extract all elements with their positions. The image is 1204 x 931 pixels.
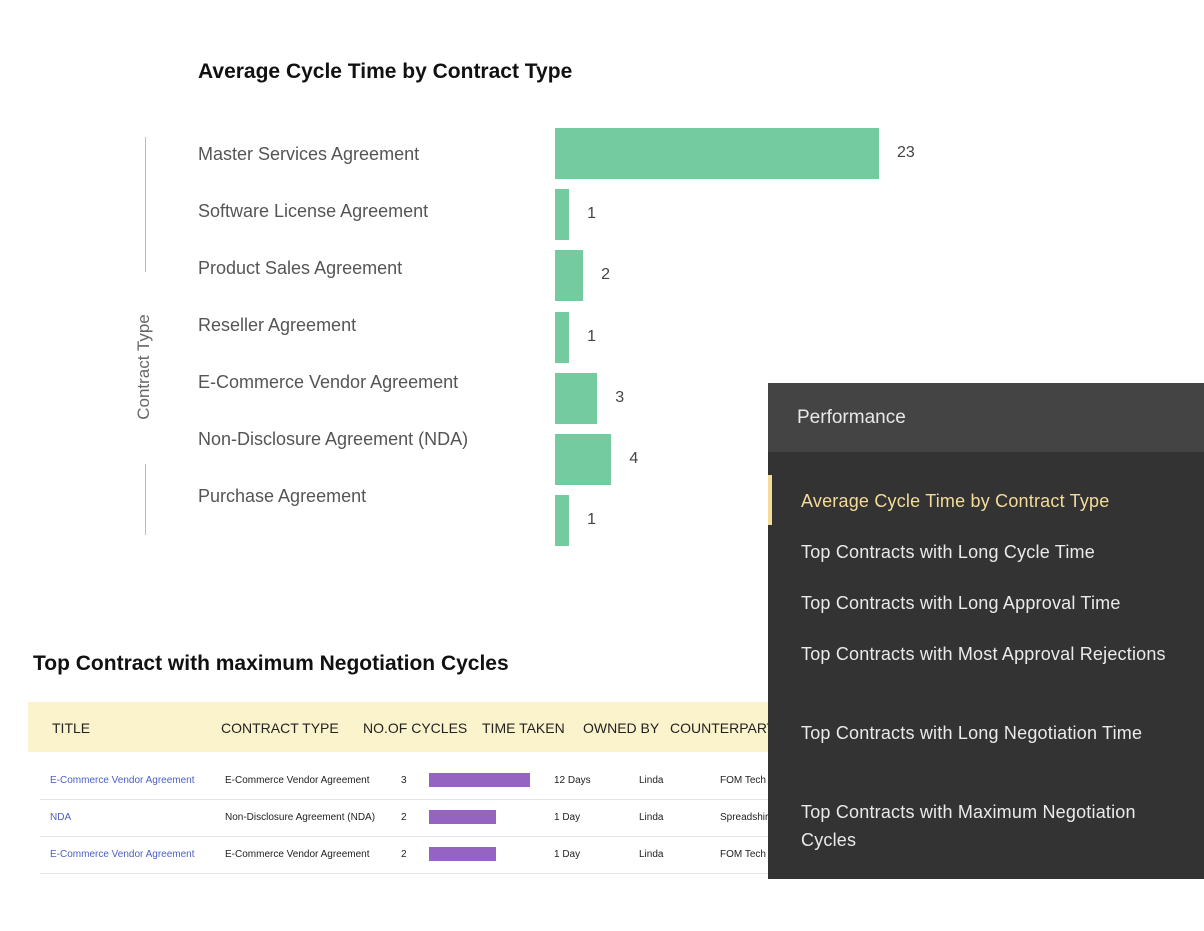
bar[interactable] [555,250,584,302]
panel-menu-item[interactable]: Top Contracts with Most Approval Rejecti… [801,644,1166,664]
owner-cell: Linda [639,775,664,786]
bar[interactable] [555,311,570,363]
performance-panel: Performance Average Cycle Time by Contra… [768,383,1204,879]
bar[interactable] [555,128,879,179]
cycles-bar [429,773,530,787]
column-header: OWNED BY [583,720,660,736]
cycles-cell: 3 [401,775,407,786]
axis-line-top [145,137,146,272]
owner-cell: Linda [639,812,664,823]
panel-title: Performance [768,383,1204,452]
category-label: Reseller Agreement [198,315,357,335]
cycles-cell: 2 [401,849,407,860]
contract-title-link[interactable]: E-Commerce Vendor Agreement [50,775,195,786]
chart-title: Average Cycle Time by Contract Type [198,60,573,83]
contract-title-link[interactable]: E-Commerce Vendor Agreement [50,849,195,860]
category-label: Product Sales Agreement [198,258,403,278]
column-header: NO.OF CYCLES [363,720,468,736]
column-header: TIME TAKEN [482,720,565,736]
panel-menu-item[interactable]: Top Contracts with Long Cycle Time [801,542,1095,562]
counterparty-cell: Spreadshir [720,812,768,823]
category-label: Non-Disclosure Agreement (NDA) [198,429,469,449]
table-header [28,702,788,752]
time-cell: 1 Day [554,849,581,860]
panel-menu-item[interactable]: Top Contracts with Long Negotiation Time [801,723,1143,743]
category-label: E-Commerce Vendor Agreement [198,372,459,392]
column-header: CONTRACT TYPE [221,720,339,736]
data-label: 3 [615,388,625,406]
category-label: Software License Agreement [198,201,429,221]
data-label: 1 [587,327,596,345]
time-cell: 12 Days [554,775,591,786]
y-axis-label: Contract Type [134,314,153,420]
row-divider [40,873,768,874]
category-label: Purchase Agreement [198,486,367,506]
column-header: COUNTERPART [670,720,776,736]
bar[interactable] [555,495,570,547]
data-label: 1 [587,511,596,529]
table-title: Top Contract with maximum Negotiation Cy… [33,652,509,675]
row-divider [40,799,768,800]
counterparty-cell: FOM Tech [720,775,766,786]
panel-menu-item[interactable]: Top Contracts with Maximum Negotiation C… [801,802,1136,850]
contract-type-cell: Non-Disclosure Agreement (NDA) [225,812,376,823]
panel-menu-item[interactable]: Average Cycle Time by Contract Type [801,491,1110,511]
time-cell: 1 Day [554,812,581,823]
data-label: 23 [897,144,915,161]
cycles-bar [429,810,497,824]
bar[interactable] [555,434,612,485]
data-label: 1 [587,205,596,223]
bar[interactable] [555,189,570,241]
active-item-marker [768,475,772,525]
bar[interactable] [555,372,598,424]
panel-menu-item[interactable]: Top Contracts with Long Approval Time [801,593,1121,613]
data-label: 4 [629,450,639,467]
cycles-bar [429,847,497,861]
column-header: TITLE [52,720,91,736]
counterparty-cell: FOM Tech [720,849,766,860]
row-divider [40,836,768,837]
owner-cell: Linda [639,849,664,860]
data-label: 2 [601,266,611,284]
axis-line-bottom [145,464,146,535]
cycles-cell: 2 [401,812,407,823]
category-label: Master Services Agreement [198,144,420,164]
contract-type-cell: E-Commerce Vendor Agreement [225,849,370,860]
contract-title-link[interactable]: NDA [50,812,72,823]
contract-type-cell: E-Commerce Vendor Agreement [225,775,370,786]
